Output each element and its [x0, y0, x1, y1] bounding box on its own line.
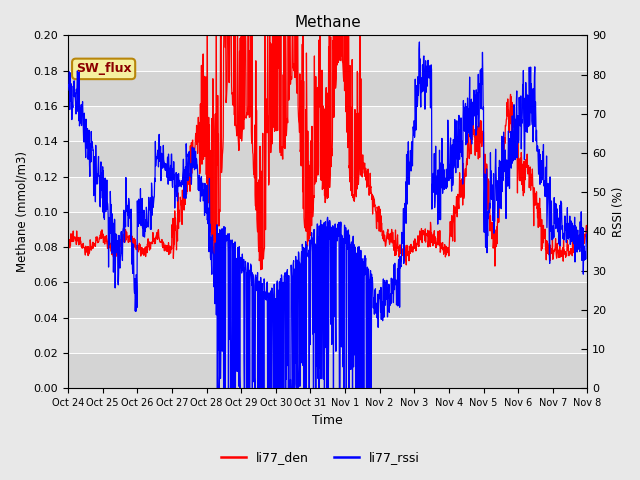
Bar	[68, 247, 588, 282]
Bar	[68, 141, 588, 177]
Legend: li77_den, li77_rssi: li77_den, li77_rssi	[216, 446, 424, 469]
Bar	[68, 212, 588, 247]
Y-axis label: Methane (mmol/m3): Methane (mmol/m3)	[15, 151, 28, 272]
Y-axis label: RSSI (%): RSSI (%)	[612, 187, 625, 237]
Bar	[68, 106, 588, 141]
Bar	[68, 282, 588, 318]
Bar	[68, 353, 588, 388]
Text: SW_flux: SW_flux	[76, 62, 131, 75]
X-axis label: Time: Time	[312, 414, 343, 427]
Bar	[68, 318, 588, 353]
Bar	[68, 71, 588, 106]
Title: Methane: Methane	[294, 15, 361, 30]
Bar	[68, 177, 588, 212]
Bar	[68, 36, 588, 71]
